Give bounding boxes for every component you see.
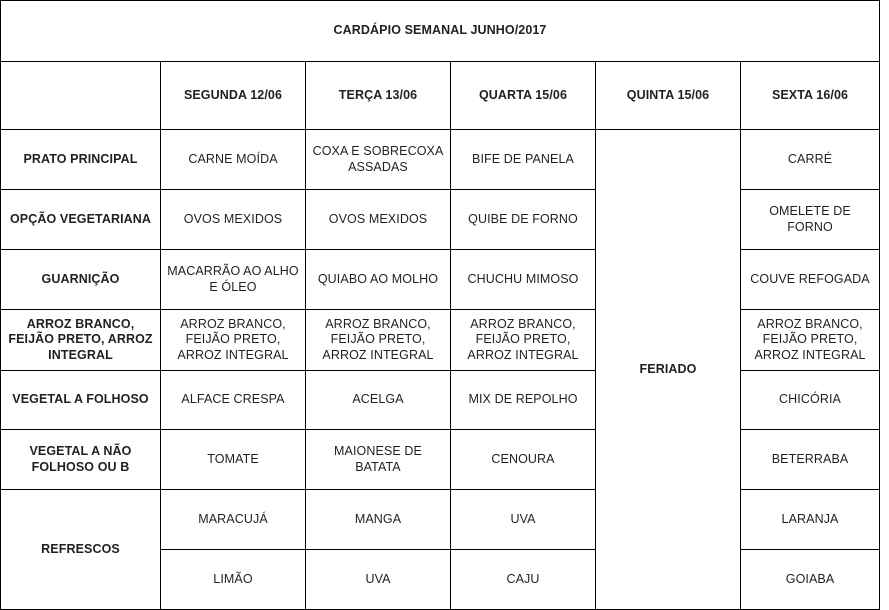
column-header-quarta: QUARTA 15/06 — [450, 61, 596, 130]
cell-terca-opcao-vegetariana: OVOS MEXIDOS — [305, 189, 451, 250]
cell-segunda-vegetal-nao-folhoso: TOMATE — [160, 429, 306, 490]
row-label-opcao-vegetariana: OPÇÃO VEGETARIANA — [0, 189, 161, 250]
table-row: ARROZ BRANCO, FEIJÃO PRETO, ARROZ INTEGR… — [0, 309, 881, 371]
row-label-vegetal-nao-folhoso: VEGETAL A NÃO FOLHOSO OU B — [0, 429, 161, 490]
cell-sexta-arroz-feijao: ARROZ BRANCO, FEIJÃO PRETO, ARROZ INTEGR… — [739, 309, 881, 371]
row-label-prato-principal: PRATO PRINCIPAL — [0, 129, 161, 190]
row-label-vegetal-folhoso: VEGETAL A FOLHOSO — [0, 370, 161, 430]
table-row: VEGETAL A FOLHOSO ALFACE CRESPA ACELGA M… — [0, 370, 881, 430]
title-row: CARDÁPIO SEMANAL JUNHO/2017 — [0, 0, 881, 62]
cell-sexta-refresco-2: GOIABA — [739, 549, 881, 610]
cell-segunda-vegetal-folhoso: ALFACE CRESPA — [160, 370, 306, 430]
cell-sexta-guarnicao: COUVE REFOGADA — [739, 249, 881, 310]
cell-segunda-arroz-feijao: ARROZ BRANCO, FEIJÃO PRETO, ARROZ INTEGR… — [160, 309, 306, 371]
table-row: REFRESCOS MARACUJÁ MANGA UVA LARANJA — [0, 489, 881, 610]
cell-segunda-opcao-vegetariana: OVOS MEXIDOS — [160, 189, 306, 250]
cell-sexta-vegetal-folhoso: CHICÓRIA — [739, 370, 881, 430]
row-label-guarnicao: GUARNIÇÃO — [0, 249, 161, 310]
cell-sexta-refresco-1: LARANJA — [739, 489, 881, 550]
table-row: VEGETAL A NÃO FOLHOSO OU B TOMATE MAIONE… — [0, 429, 881, 490]
table-row: PRATO PRINCIPAL CARNE MOÍDA COXA E SOBRE… — [0, 129, 881, 610]
row-label-refrescos: REFRESCOS — [0, 489, 161, 610]
column-header-segunda: SEGUNDA 12/06 — [160, 61, 306, 130]
cell-terca-prato-principal: COXA E SOBRECOXA ASSADAS — [305, 129, 451, 190]
cell-quarta-arroz-feijao: ARROZ BRANCO, FEIJÃO PRETO, ARROZ INTEGR… — [450, 309, 596, 371]
cell-segunda-prato-principal: CARNE MOÍDA — [160, 129, 306, 190]
cell-quarta-vegetal-folhoso: MIX DE REPOLHO — [450, 370, 596, 430]
table-row: LIMÃO UVA CAJU GOIABA — [1, 549, 881, 610]
cell-sexta-vegetal-nao-folhoso: BETERRABA — [739, 429, 881, 490]
cell-terca-refresco-2: UVA — [305, 549, 451, 610]
cell-quinta-feriado: FERIADO — [595, 129, 741, 610]
column-header-quinta: QUINTA 15/06 — [595, 61, 741, 130]
table-row: GUARNIÇÃO MACARRÃO AO ALHO E ÓLEO QUIABO… — [0, 249, 881, 310]
header-row: SEGUNDA 12/06 TERÇA 13/06 QUARTA 15/06 Q… — [0, 61, 881, 130]
cell-terca-refresco-1: MANGA — [305, 489, 451, 550]
cell-quarta-vegetal-nao-folhoso: CENOURA — [450, 429, 596, 490]
column-header-sexta: SEXTA 16/06 — [739, 61, 881, 130]
cell-segunda-guarnicao: MACARRÃO AO ALHO E ÓLEO — [160, 249, 306, 310]
cell-quarta-guarnicao: CHUCHU MIMOSO — [450, 249, 596, 310]
column-header-terca: TERÇA 13/06 — [305, 61, 451, 130]
cell-quarta-refresco-1: UVA — [450, 489, 596, 550]
cell-quarta-opcao-vegetariana: QUIBE DE FORNO — [450, 189, 596, 250]
table-row: OPÇÃO VEGETARIANA OVOS MEXIDOS OVOS MEXI… — [0, 189, 881, 250]
cell-sexta-opcao-vegetariana: OMELETE DE FORNO — [739, 189, 881, 250]
row-label-arroz-feijao: ARROZ BRANCO, FEIJÃO PRETO, ARROZ INTEGR… — [0, 309, 161, 371]
table-corner-cell — [0, 61, 161, 130]
cell-terca-vegetal-folhoso: ACELGA — [305, 370, 451, 430]
cell-segunda-refresco-2: LIMÃO — [160, 549, 306, 610]
cell-terca-arroz-feijao: ARROZ BRANCO, FEIJÃO PRETO, ARROZ INTEGR… — [305, 309, 451, 371]
cell-quarta-prato-principal: BIFE DE PANELA — [450, 129, 596, 190]
cell-sexta-prato-principal: CARRÉ — [739, 129, 881, 190]
cell-terca-vegetal-nao-folhoso: MAIONESE DE BATATA — [305, 429, 451, 490]
cell-segunda-refresco-1: MARACUJÁ — [160, 489, 306, 550]
page-title: CARDÁPIO SEMANAL JUNHO/2017 — [0, 0, 881, 62]
cell-terca-guarnicao: QUIABO AO MOLHO — [305, 249, 451, 310]
